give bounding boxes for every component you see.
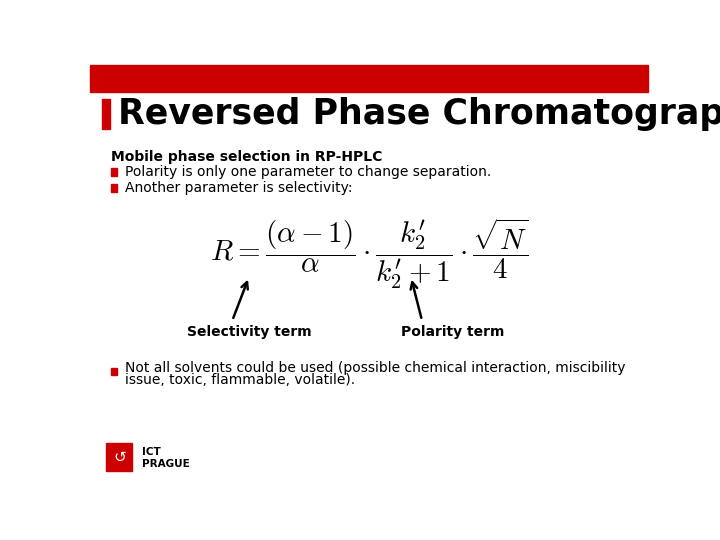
Text: Polarity term: Polarity term	[401, 325, 505, 339]
Text: Not all solvents could be used (possible chemical interaction, miscibility: Not all solvents could be used (possible…	[125, 361, 626, 375]
Text: $\circlearrowleft$: $\circlearrowleft$	[111, 450, 127, 465]
Text: Another parameter is selectivity:: Another parameter is selectivity:	[125, 181, 353, 195]
Bar	[111, 184, 117, 192]
Bar	[90, 65, 648, 92]
Text: issue, toxic, flammable, volatile).: issue, toxic, flammable, volatile).	[125, 373, 355, 387]
Text: Selectivity term: Selectivity term	[186, 325, 311, 339]
Bar	[111, 168, 117, 176]
Text: Mobile phase selection in RP-HPLC: Mobile phase selection in RP-HPLC	[111, 150, 382, 164]
Text: Polarity is only one parameter to change separation.: Polarity is only one parameter to change…	[125, 165, 492, 179]
Bar	[102, 99, 109, 129]
Bar	[106, 443, 132, 471]
Text: ICT: ICT	[142, 447, 161, 457]
Text: PRAGUE: PRAGUE	[142, 459, 189, 469]
Text: Reversed Phase Chromatography: Reversed Phase Chromatography	[118, 97, 720, 131]
Bar	[111, 368, 117, 375]
Text: $R = \dfrac{(\alpha - 1)}{\alpha} \cdot \dfrac{k^\prime_{2}}{k^\prime_{2} + 1} \: $R = \dfrac{(\alpha - 1)}{\alpha} \cdot …	[210, 217, 528, 291]
